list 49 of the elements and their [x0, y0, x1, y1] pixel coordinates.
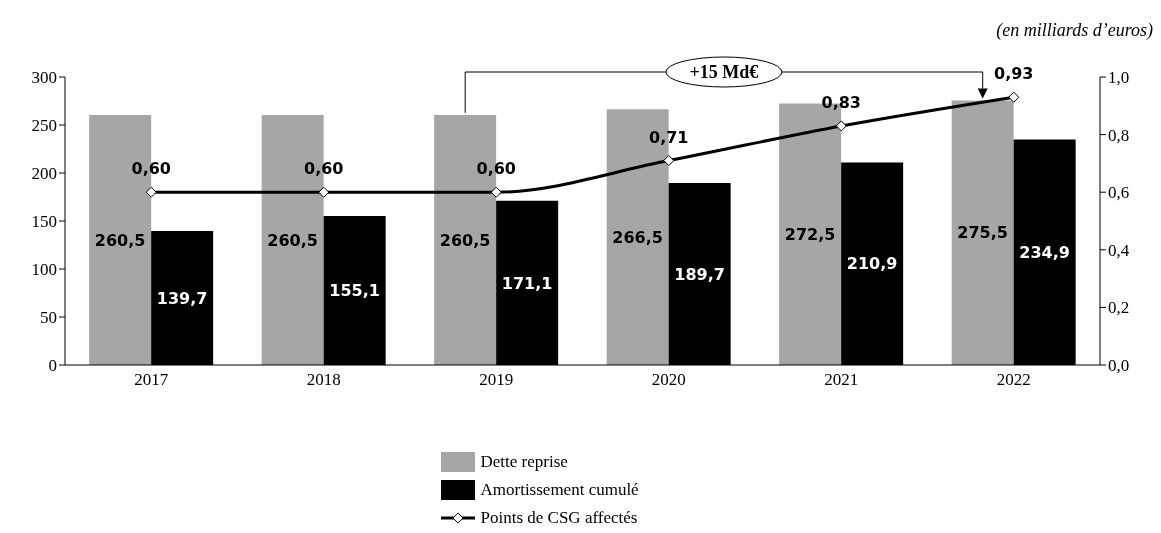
- data-label: 0,71: [649, 127, 689, 147]
- x-tick-label: 2022: [996, 370, 1031, 390]
- data-label: 272,5: [784, 224, 836, 244]
- y2-tick-label: 0,8: [1108, 125, 1130, 145]
- data-label: 266,5: [612, 227, 663, 247]
- data-label: 260,5: [439, 230, 491, 250]
- x-tick-label: 2021: [824, 370, 859, 390]
- annotation: +15 Md€: [689, 62, 759, 82]
- data-label: 0,60: [476, 159, 516, 179]
- data-label: 275,5: [957, 223, 1008, 243]
- point: [835, 120, 847, 132]
- data-label: 171,1: [501, 273, 553, 293]
- y-tick-label: 200: [31, 164, 57, 184]
- x-tick-label: 2017: [134, 370, 169, 390]
- y-tick-label: 50: [40, 308, 57, 328]
- y-tick-label: 100: [31, 260, 57, 280]
- data-label: 155,1: [329, 281, 380, 301]
- y2-tick-label: 0,6: [1108, 183, 1130, 203]
- x-tick-label: 2019: [479, 370, 514, 390]
- data-label: 260,5: [94, 230, 146, 250]
- y2-tick-label: 0,4: [1108, 240, 1130, 260]
- legend-label: Points de CSG affectés: [480, 508, 638, 528]
- data-label: 234,9: [1019, 242, 1070, 262]
- bar: [951, 100, 1014, 365]
- legend-label: Amortissement cumulé: [480, 480, 639, 500]
- data-label: 260,5: [267, 230, 318, 250]
- data-label: 0,93: [994, 64, 1034, 84]
- point: [145, 186, 157, 198]
- data-label: 0,83: [821, 92, 861, 112]
- data-label: 0,60: [131, 159, 171, 179]
- y-tick-label: 250: [31, 116, 57, 136]
- point: [318, 186, 330, 198]
- x-tick-label: 2020: [651, 370, 686, 390]
- point: [490, 186, 502, 198]
- text: (en milliards d’euros): [996, 20, 1153, 41]
- data-label: 0,60: [304, 159, 344, 179]
- point: [1008, 91, 1020, 103]
- y2-tick-label: 0,2: [1108, 298, 1130, 318]
- data-label: 189,7: [674, 264, 725, 284]
- legend-label: Dette reprise: [480, 452, 568, 472]
- data-label: 210,9: [846, 254, 898, 274]
- y2-tick-label: 0,0: [1108, 356, 1130, 376]
- y-tick-label: 150: [31, 212, 57, 232]
- data-label: 139,7: [156, 288, 208, 308]
- point: [663, 155, 675, 167]
- y2-tick-label: 1,0: [1108, 68, 1130, 88]
- x-tick-label: 2018: [306, 370, 341, 390]
- y-tick-label: 0: [48, 356, 57, 376]
- y-tick-label: 300: [31, 68, 57, 88]
